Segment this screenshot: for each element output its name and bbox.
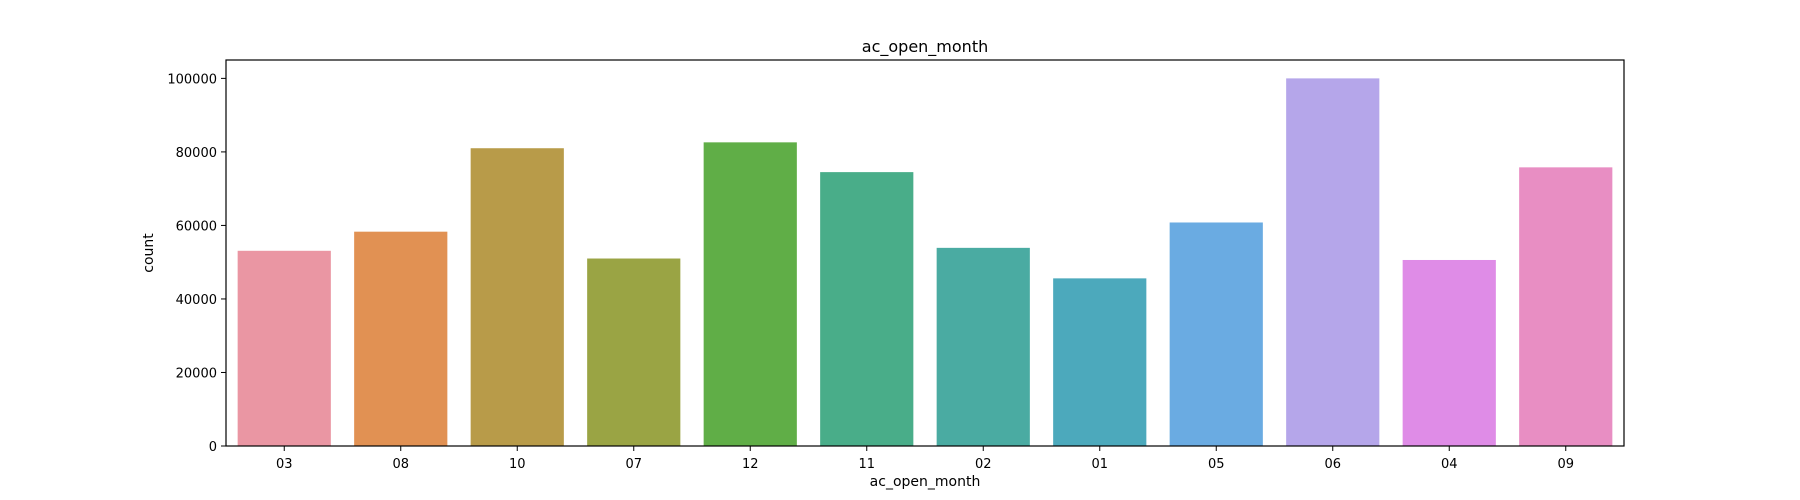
y-axis-label: count	[141, 233, 157, 273]
x-tick-label: 01	[1091, 457, 1108, 472]
x-tick-label: 09	[1557, 457, 1574, 472]
y-tick-label: 100000	[167, 72, 217, 87]
bar-07	[587, 258, 681, 446]
x-tick-label: 11	[858, 457, 875, 472]
x-tick-label: 02	[975, 457, 992, 472]
bar-11	[820, 172, 914, 446]
y-axis-ticks: 0 20000 40000 60000 80000 100000	[167, 72, 226, 455]
bar-08	[354, 231, 448, 446]
bar-02	[936, 247, 1030, 446]
bar-06	[1286, 78, 1380, 446]
y-tick-label: 20000	[176, 366, 217, 381]
x-tick-label: 03	[276, 457, 293, 472]
y-tick-label: 40000	[176, 293, 217, 308]
x-tick-label: 10	[509, 457, 526, 472]
bar-01	[1053, 278, 1147, 446]
bar-09	[1519, 167, 1613, 446]
y-tick-label: 60000	[176, 219, 217, 234]
bar-10	[470, 148, 564, 446]
x-tick-label: 06	[1324, 457, 1341, 472]
chart-title: ac_open_month	[862, 37, 988, 57]
x-tick-label: 08	[392, 457, 409, 472]
x-tick-label: 04	[1441, 457, 1458, 472]
y-tick-label: 0	[209, 440, 217, 455]
x-axis-ticks: 03 08 10 07 12 11 02 01 05 06 04 09	[276, 446, 1574, 472]
bar-12	[703, 142, 797, 446]
y-tick-label: 80000	[176, 146, 217, 161]
x-axis-label: ac_open_month	[870, 474, 981, 490]
bar-05	[1169, 222, 1263, 446]
x-tick-label: 12	[742, 457, 759, 472]
bars-group	[237, 78, 1613, 446]
plot-frame	[225, 59, 1625, 447]
bar-04	[1402, 259, 1496, 446]
x-tick-label: 05	[1208, 457, 1225, 472]
x-tick-label: 07	[625, 457, 642, 472]
bar-03	[237, 250, 331, 446]
